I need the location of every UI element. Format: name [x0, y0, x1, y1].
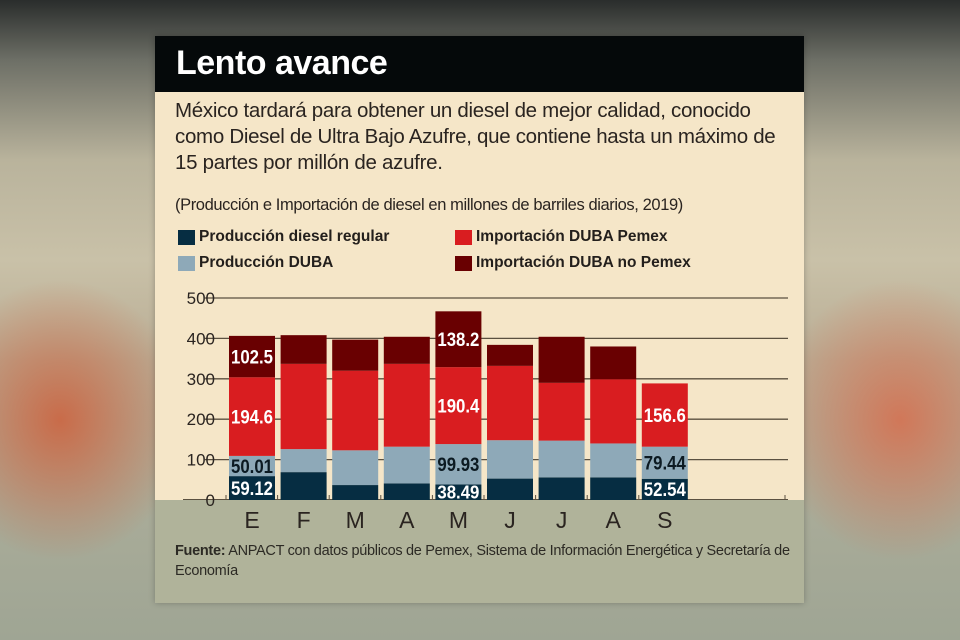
bar-segment: [229, 455, 275, 477]
legend-item-importacion-pemex: Importación DUBA Pemex: [455, 228, 668, 246]
legend-item-importacion-no-pemex: Importación DUBA no Pemex: [455, 254, 691, 272]
y-tick-label: 0: [206, 491, 215, 510]
bar-segment: [590, 379, 637, 444]
legend-swatch: [455, 255, 472, 271]
data-label: 79.44: [644, 454, 686, 475]
data-label: 50.01: [231, 457, 273, 478]
bar-segment: [538, 336, 585, 383]
bar-segment: [383, 446, 430, 484]
bar-segment: [435, 311, 482, 368]
bar-segment: [538, 382, 585, 441]
infographic-card: Lento avance México tardará para obtener…: [155, 36, 804, 603]
y-tick-label: 500: [187, 289, 215, 308]
legend-label: Producción diesel regular: [199, 228, 390, 245]
bar-segment: [487, 344, 533, 366]
y-tick-label: 300: [187, 370, 215, 389]
data-label: 138.2: [437, 330, 479, 351]
bar-segment: [229, 476, 275, 500]
footer-band: [155, 500, 804, 603]
x-tick-label: E: [244, 507, 259, 533]
bar-segment: [538, 477, 585, 500]
bar-segment: [487, 478, 533, 500]
legend-swatch: [178, 255, 195, 271]
data-label: 190.4: [437, 397, 479, 418]
bar-segment: [641, 446, 688, 479]
bar-segment: [280, 472, 327, 500]
x-tick-label: M: [449, 507, 468, 533]
bar-segment: [280, 449, 327, 473]
x-tick-label: S: [657, 507, 672, 533]
legend-label: Importación DUBA Pemex: [476, 228, 668, 245]
bar-segment: [435, 484, 482, 500]
chart-title: Lento avance: [176, 44, 388, 82]
data-label: 59.12: [231, 479, 273, 500]
bar-segment: [487, 440, 533, 479]
source-note: Fuente: ANPACT con datos públicos de Pem…: [175, 541, 795, 581]
source-text: ANPACT con datos públicos de Pemex, Sist…: [175, 543, 790, 579]
data-label: 38.49: [437, 483, 479, 503]
bar-segment: [590, 346, 637, 380]
bar-segment: [383, 363, 430, 447]
source-label: Fuente:: [175, 543, 226, 559]
legend-item-produccion-duba: Producción DUBA: [178, 254, 333, 272]
legend-swatch: [455, 229, 472, 245]
x-tick-label: A: [606, 507, 622, 533]
bar-segment: [280, 335, 327, 364]
bar-segment: [435, 367, 482, 445]
data-label: 194.6: [231, 407, 273, 428]
header-bar: Lento avance: [155, 36, 804, 92]
y-tick-label: 100: [187, 451, 215, 470]
legend-label: Importación DUBA no Pemex: [476, 254, 691, 271]
bar-segment: [538, 440, 585, 478]
data-label: 156.6: [644, 406, 686, 427]
legend-label: Producción DUBA: [199, 254, 334, 271]
bar-segment: [229, 377, 275, 456]
legend-item-produccion-regular: Producción diesel regular: [178, 228, 389, 246]
data-label: 52.54: [644, 480, 686, 501]
data-label: 102.5: [231, 347, 273, 368]
data-label: 99.93: [437, 455, 479, 476]
legend-swatch: [178, 229, 195, 245]
bar-segment: [383, 336, 430, 364]
bar-segment: [435, 444, 482, 485]
bar-segment: [487, 365, 533, 441]
bar-segment: [383, 483, 430, 500]
x-tick-label: J: [556, 507, 568, 533]
bar-segment: [280, 363, 327, 450]
x-tick-label: A: [399, 507, 415, 533]
bar-segment: [332, 370, 379, 451]
bar-segment: [641, 383, 688, 447]
y-tick-label: 200: [187, 410, 215, 429]
chart-subtitle: (Producción e Importación de diesel en m…: [175, 196, 683, 214]
bar-segment: [641, 478, 688, 500]
bar-segment: [590, 443, 637, 478]
bar-segment: [332, 450, 379, 486]
x-tick-label: J: [504, 507, 516, 533]
bar-segment: [332, 485, 379, 500]
x-tick-label: M: [346, 507, 365, 533]
intro-text: México tardará para obtener un diesel de…: [175, 99, 776, 174]
x-tick-label: F: [297, 507, 311, 533]
y-tick-label: 400: [187, 329, 215, 348]
bar-segment: [229, 335, 275, 378]
bar-segment: [590, 477, 637, 500]
bar-segment: [332, 339, 379, 371]
